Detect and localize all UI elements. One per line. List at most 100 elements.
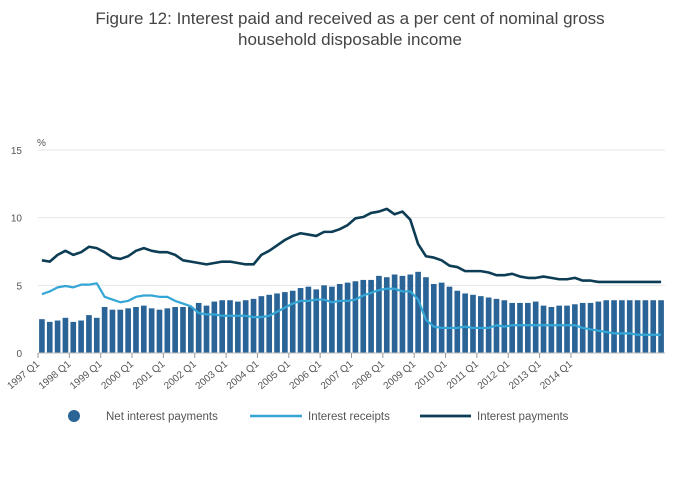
x-tick-label: 2002 Q1 bbox=[162, 359, 199, 392]
bar-net-interest bbox=[438, 282, 445, 353]
bar-net-interest bbox=[329, 286, 335, 353]
x-tick-label: 2007 Q1 bbox=[319, 359, 356, 392]
bar-net-interest bbox=[517, 302, 523, 353]
bar-net-interest bbox=[125, 308, 131, 353]
legend-label: Net interest payments bbox=[106, 411, 218, 423]
bar-net-interest bbox=[227, 300, 233, 353]
bar-net-interest bbox=[78, 320, 84, 353]
x-tick-label: 1997 Q1 bbox=[5, 359, 42, 392]
net-interest-bars bbox=[39, 271, 664, 353]
bar-net-interest bbox=[195, 302, 202, 353]
bar-net-interest bbox=[46, 321, 53, 353]
bar-net-interest bbox=[258, 296, 265, 353]
bar-net-interest bbox=[336, 283, 343, 353]
bar-net-interest bbox=[133, 306, 139, 353]
bar-net-interest bbox=[305, 286, 312, 353]
bar-net-interest bbox=[430, 283, 437, 353]
x-tick-label: 2001 Q1 bbox=[131, 359, 168, 392]
bar-net-interest bbox=[172, 306, 178, 353]
y-axis-ticks: 0 5 10 15 bbox=[11, 146, 23, 360]
bar-net-interest bbox=[470, 294, 476, 353]
bar-net-interest bbox=[297, 288, 304, 353]
legend-item-payments[interactable]: Interest payments bbox=[420, 411, 569, 423]
bar-net-interest bbox=[266, 294, 273, 353]
bar-net-interest bbox=[540, 305, 547, 353]
bar-net-interest bbox=[376, 275, 382, 353]
bar-net-interest bbox=[211, 301, 218, 353]
x-tick-label: 2011 Q1 bbox=[445, 359, 481, 392]
bar-net-interest bbox=[203, 305, 210, 353]
bar-net-interest bbox=[415, 271, 421, 353]
y-tick-label: 15 bbox=[11, 146, 23, 157]
bar-net-interest bbox=[658, 300, 664, 353]
bar-net-interest bbox=[446, 286, 453, 353]
bar-net-interest bbox=[321, 285, 327, 353]
bar-net-interest bbox=[313, 289, 320, 353]
bar-net-interest bbox=[407, 274, 414, 353]
bar-net-interest bbox=[54, 320, 61, 353]
bar-net-interest bbox=[509, 302, 515, 353]
bar-net-interest bbox=[462, 293, 468, 353]
line-interest-receipts bbox=[41, 282, 662, 336]
bar-net-interest bbox=[148, 308, 155, 353]
x-tick-label: 2009 Q1 bbox=[382, 359, 419, 392]
bar-net-interest bbox=[250, 298, 257, 353]
bar-net-interest bbox=[572, 304, 578, 353]
bar-net-interest bbox=[423, 277, 429, 353]
bar-net-interest bbox=[619, 300, 625, 353]
x-tick-label: 2004 Q1 bbox=[225, 359, 262, 392]
legend-label: Interest receipts bbox=[308, 411, 390, 423]
bar-net-interest bbox=[564, 305, 570, 353]
y-tick-label: 5 bbox=[16, 281, 22, 292]
bar-net-interest bbox=[454, 290, 461, 353]
bar-net-interest bbox=[289, 290, 296, 353]
legend[interactable]: Net interest payments Interest receipts In… bbox=[68, 410, 569, 423]
bar-net-interest bbox=[478, 296, 484, 353]
bar-net-interest bbox=[626, 300, 633, 353]
bar-net-interest bbox=[525, 302, 531, 353]
bar-net-interest bbox=[368, 279, 374, 353]
y-tick-label: 10 bbox=[11, 214, 23, 225]
bar-net-interest bbox=[282, 292, 288, 353]
bar-net-interest bbox=[548, 306, 555, 353]
bar-net-interest bbox=[219, 300, 225, 353]
x-tick-label: 2008 Q1 bbox=[350, 359, 387, 392]
legend-item-net-interest[interactable]: Net interest payments bbox=[68, 410, 218, 423]
bar-net-interest bbox=[360, 279, 367, 353]
bar-net-interest bbox=[634, 300, 641, 353]
bar-net-interest bbox=[391, 274, 398, 353]
bar-net-interest bbox=[611, 300, 617, 353]
bar-net-interest bbox=[156, 309, 163, 353]
x-tick-label: 2013 Q1 bbox=[507, 359, 544, 392]
bar-net-interest bbox=[180, 306, 186, 353]
bar-net-interest bbox=[39, 319, 45, 353]
series-lines bbox=[41, 207, 662, 336]
line-interest-payments bbox=[41, 207, 662, 284]
bar-net-interest bbox=[86, 315, 92, 353]
bar-net-interest bbox=[352, 281, 359, 353]
x-tick-label: 2005 Q1 bbox=[256, 359, 293, 392]
x-tick-label: 1998 Q1 bbox=[37, 359, 74, 392]
bar-net-interest bbox=[235, 301, 241, 353]
bar-net-interest bbox=[242, 300, 249, 353]
gridlines bbox=[38, 149, 665, 286]
bar-net-interest bbox=[595, 301, 602, 353]
chart-title-line-2: household disposable income bbox=[238, 30, 462, 49]
y-axis-unit-label: % bbox=[37, 138, 46, 149]
bar-net-interest bbox=[274, 293, 280, 353]
bar-net-interest bbox=[399, 275, 406, 353]
bar-net-interest bbox=[140, 305, 147, 353]
bar-net-interest bbox=[93, 317, 100, 353]
x-tick-label: 2014 Q1 bbox=[538, 359, 575, 392]
bar-net-interest bbox=[587, 302, 594, 353]
bar-net-interest bbox=[383, 277, 390, 353]
bar-net-interest bbox=[188, 306, 194, 353]
bar-net-interest bbox=[62, 317, 69, 353]
x-tick-label: 2010 Q1 bbox=[413, 359, 450, 392]
legend-item-receipts[interactable]: Interest receipts bbox=[250, 411, 390, 423]
x-tick-label: 2006 Q1 bbox=[288, 359, 325, 392]
chart-title-line-1: Figure 12: Interest paid and received as… bbox=[95, 9, 604, 28]
bar-net-interest bbox=[485, 297, 492, 353]
